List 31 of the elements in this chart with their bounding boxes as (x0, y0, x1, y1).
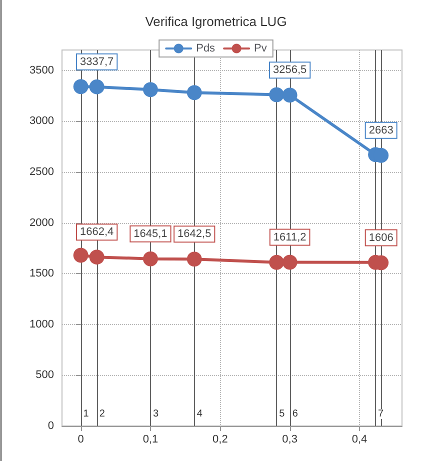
annotation: 1 (83, 408, 90, 420)
annotation: 2 (99, 408, 106, 420)
data-label: 1662,4 (80, 226, 114, 238)
y-tick-label: 1000 (30, 318, 54, 330)
x-tick-label: 0 (78, 434, 84, 446)
legend-label: Pv (254, 42, 268, 54)
y-tick-label: 3000 (30, 115, 54, 128)
y-tick-label: 3500 (30, 64, 54, 76)
data-label: 1645,1 (134, 228, 168, 240)
x-tick-label: 0,4 (352, 434, 368, 446)
chart-title: Verifica Igrometrica LUG (145, 14, 287, 29)
x-tick-label: 0,1 (142, 434, 158, 446)
y-tick-label: 2500 (30, 166, 54, 178)
annotation: 5 (279, 408, 286, 420)
legend-label: Pds (196, 42, 216, 54)
y-tick-label: 0 (48, 420, 54, 432)
data-label: 1611,2 (273, 231, 306, 244)
annotation: 7 (378, 408, 384, 420)
y-tick-label: 1500 (30, 268, 54, 280)
y-tick-label: 2000 (30, 216, 54, 229)
annotation: 3 (152, 408, 159, 420)
x-tick-label: 0,3 (282, 434, 298, 446)
annotation: 4 (196, 408, 203, 420)
data-label: 1606 (368, 232, 394, 244)
annotation: 6 (292, 408, 298, 420)
y-tick-label: 500 (36, 369, 54, 382)
data-label: 1642,5 (178, 228, 212, 240)
data-label: 2663 (368, 124, 394, 136)
data-label: 3337,7 (80, 56, 114, 68)
x-tick-label: 0,2 (212, 434, 228, 446)
data-label: 3256,5 (273, 64, 307, 76)
